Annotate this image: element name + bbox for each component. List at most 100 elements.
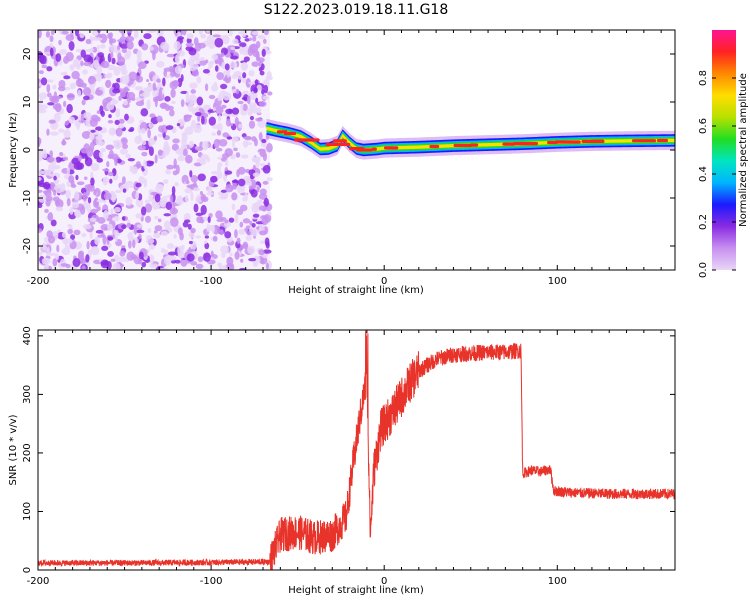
noise-blob bbox=[85, 38, 92, 45]
noise-blob bbox=[239, 221, 244, 228]
noise-blob bbox=[177, 227, 183, 236]
noise-blob bbox=[210, 171, 219, 175]
noise-blob bbox=[146, 99, 151, 110]
noise-blob bbox=[61, 30, 69, 35]
noise-blob bbox=[71, 201, 80, 209]
noise-blob bbox=[114, 156, 118, 166]
noise-blob bbox=[119, 250, 126, 257]
noise-blob bbox=[184, 187, 193, 194]
colorbar: 0.0 0.2 0.4 0.6 0.8 Normalized spectral ampl… bbox=[698, 30, 749, 278]
noise-blob bbox=[154, 154, 158, 164]
noise-blob bbox=[154, 97, 158, 108]
noise-blob bbox=[185, 91, 190, 102]
noise-blob bbox=[38, 137, 41, 147]
ridge-peak bbox=[356, 148, 373, 152]
noise-blob bbox=[154, 215, 159, 220]
noise-blob bbox=[214, 65, 219, 72]
noise-blob bbox=[77, 154, 82, 162]
noise-blob bbox=[46, 246, 50, 257]
noise-blob bbox=[214, 106, 224, 115]
noise-blob bbox=[188, 240, 193, 245]
noise-blob bbox=[266, 71, 272, 79]
noise-blob bbox=[148, 146, 154, 157]
noise-blob bbox=[121, 216, 126, 221]
noise-blob bbox=[248, 70, 255, 77]
ridge-peak bbox=[453, 143, 473, 148]
noise-blob bbox=[195, 235, 202, 239]
noise-blob bbox=[102, 176, 110, 184]
spectrogram-y-tick-label: 20 bbox=[22, 48, 33, 61]
noise-blob bbox=[222, 92, 232, 101]
noise-blob bbox=[244, 38, 250, 42]
noise-blob bbox=[68, 40, 75, 51]
noise-blob bbox=[148, 123, 155, 129]
noise-blob bbox=[238, 267, 247, 270]
spectrogram-y-tick-label: -20 bbox=[22, 238, 33, 254]
noise-blob bbox=[38, 30, 42, 39]
noise-blob bbox=[114, 233, 118, 243]
noise-blob bbox=[148, 193, 153, 202]
noise-blob bbox=[121, 176, 126, 184]
noise-blob bbox=[136, 49, 142, 60]
noise-blob bbox=[175, 164, 180, 175]
noise-blob bbox=[113, 216, 120, 222]
noise-blob bbox=[240, 154, 249, 159]
noise-blob bbox=[47, 163, 56, 173]
noise-blob bbox=[107, 236, 114, 241]
noise-blob bbox=[215, 147, 223, 152]
noise-blob bbox=[195, 263, 204, 269]
noise-blob bbox=[135, 191, 140, 201]
noise-blob bbox=[221, 113, 228, 117]
noise-blob bbox=[173, 41, 181, 51]
noise-blob bbox=[177, 245, 184, 256]
noise-blob bbox=[81, 131, 91, 139]
noise-blob bbox=[256, 186, 260, 193]
noise-blob bbox=[70, 184, 77, 188]
snr-y-label: SNR (10 * v/v) bbox=[8, 414, 19, 485]
noise-blob bbox=[252, 213, 260, 218]
noise-blob bbox=[81, 99, 86, 106]
noise-blob bbox=[84, 184, 94, 190]
noise-blob bbox=[197, 115, 201, 122]
noise-blob bbox=[200, 154, 209, 160]
noise-blob bbox=[175, 197, 184, 205]
noise-blob bbox=[222, 77, 230, 82]
noise-blob bbox=[237, 166, 246, 175]
noise-blob bbox=[242, 72, 247, 79]
noise-blob bbox=[216, 122, 223, 133]
noise-blob bbox=[100, 43, 106, 49]
noise-blob bbox=[73, 229, 81, 236]
noise-blob bbox=[237, 76, 243, 80]
noise-blob bbox=[52, 258, 58, 267]
noise-blob bbox=[65, 34, 75, 41]
noise-blob bbox=[174, 54, 180, 64]
noise-blob bbox=[107, 251, 114, 257]
noise-blob bbox=[242, 103, 248, 112]
noise-blob bbox=[145, 238, 155, 245]
noise-blob bbox=[200, 193, 206, 202]
noise-blob bbox=[82, 223, 92, 230]
noise-blob bbox=[156, 78, 161, 83]
noise-blob bbox=[117, 123, 125, 129]
noise-blob bbox=[182, 30, 187, 36]
noise-blob bbox=[86, 147, 94, 158]
noise-blob bbox=[83, 176, 88, 181]
spectrogram-x-tick-label: -200 bbox=[27, 276, 50, 287]
noise-blob bbox=[149, 243, 155, 250]
noise-blob bbox=[149, 46, 154, 51]
noise-blob bbox=[98, 151, 104, 159]
noise-blob bbox=[58, 79, 66, 89]
noise-blob bbox=[83, 95, 90, 101]
noise-blob bbox=[63, 129, 71, 139]
noise-blob bbox=[128, 240, 132, 249]
noise-blob bbox=[144, 199, 150, 204]
snr-ticks: -200 -100 0 100 0 100 200 300 400 bbox=[22, 326, 675, 587]
noise-blob bbox=[93, 149, 102, 160]
noise-blob bbox=[160, 41, 169, 50]
noise-blob bbox=[76, 63, 81, 70]
noise-blob bbox=[58, 39, 62, 46]
noise-blob bbox=[119, 30, 125, 34]
noise-blob bbox=[228, 108, 233, 114]
